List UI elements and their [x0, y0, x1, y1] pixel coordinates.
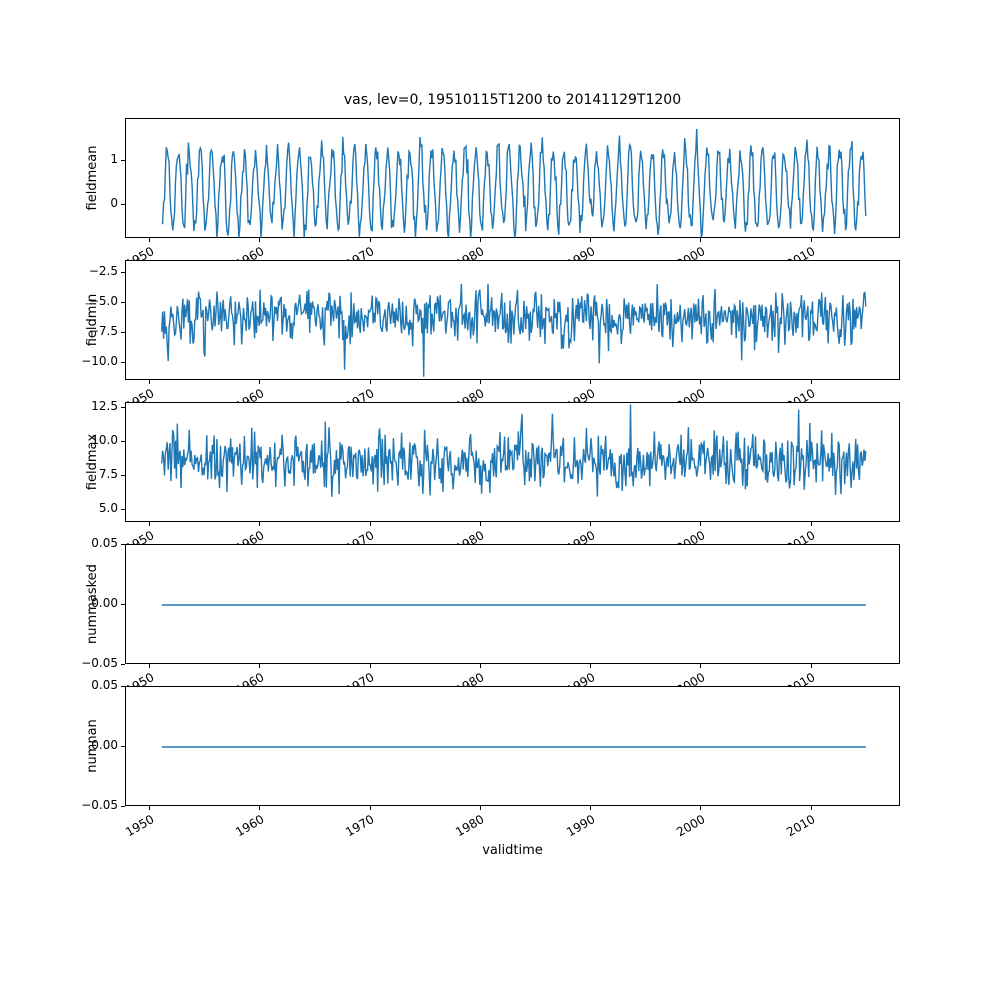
- x-tick-mark: [590, 522, 592, 526]
- x-tick-mark: [479, 664, 481, 668]
- subplot-nummasked: [125, 544, 900, 664]
- x-tick-mark: [259, 806, 261, 810]
- x-tick-mark: [479, 522, 481, 526]
- y-tick-label: −5.0: [88, 294, 118, 308]
- figure-title: vas, lev=0, 19510115T1200 to 20141129T12…: [343, 92, 682, 108]
- y-tick-label: 5.0: [98, 500, 118, 515]
- y-tick-mark: [121, 204, 125, 206]
- plot-area-fieldmax: [161, 404, 867, 497]
- series-line-fieldmin: [161, 283, 867, 377]
- x-tick-mark: [149, 664, 151, 668]
- y-tick-label: 0: [110, 196, 118, 211]
- series-line-fieldmax: [161, 404, 867, 497]
- x-tick-mark: [369, 380, 371, 384]
- y-tick-mark: [121, 441, 125, 443]
- y-tick-label: 7.5: [98, 466, 118, 481]
- x-tick-label: 1960: [233, 812, 267, 840]
- y-tick-mark: [121, 159, 125, 161]
- x-tick-label: 1990: [563, 812, 598, 840]
- subplot-fieldmean: [125, 118, 900, 238]
- x-tick-mark: [590, 664, 592, 668]
- subplot-fieldmax: [125, 402, 900, 522]
- x-tick-mark: [479, 238, 481, 242]
- y-tick-mark: [121, 508, 125, 510]
- y-tick-mark: [121, 407, 125, 409]
- ylabel-fieldmean: fieldmean: [85, 145, 100, 211]
- y-tick-label: 10.0: [91, 433, 118, 448]
- x-tick-mark: [810, 380, 812, 384]
- y-tick-mark: [121, 604, 125, 605]
- y-tick-mark: [121, 302, 125, 303]
- x-tick-mark: [369, 238, 371, 242]
- x-tick-mark: [590, 806, 592, 810]
- y-tick-label: 12.5: [91, 399, 118, 414]
- x-tick-mark: [259, 522, 261, 526]
- x-tick-label: 2000: [674, 812, 708, 840]
- x-tick-mark: [479, 806, 481, 810]
- x-tick-mark: [149, 380, 151, 384]
- x-tick-mark: [369, 806, 371, 810]
- plot-area-fieldmean: [161, 128, 867, 238]
- x-tick-mark: [810, 522, 812, 526]
- y-tick-mark: [121, 272, 125, 273]
- y-tick-mark: [121, 686, 125, 687]
- y-tick-mark: [121, 746, 125, 747]
- x-tick-mark: [259, 664, 261, 668]
- plot-area-nummasked: [161, 604, 866, 606]
- y-tick-label: 0.05: [91, 678, 118, 692]
- x-tick-label: 1980: [453, 812, 487, 840]
- plot-area-fieldmin: [161, 283, 867, 377]
- x-tick-mark: [700, 238, 702, 242]
- x-tick-mark: [700, 806, 702, 810]
- subplot-fieldmin: [125, 260, 900, 380]
- x-axis-label: validtime: [482, 843, 543, 858]
- x-tick-mark: [479, 380, 481, 384]
- x-tick-mark: [700, 664, 702, 668]
- y-tick-label: −0.05: [81, 656, 118, 670]
- x-tick-mark: [810, 806, 812, 810]
- subplot-numnan: [125, 686, 900, 806]
- y-tick-label: 0.00: [91, 596, 118, 610]
- x-tick-mark: [369, 664, 371, 668]
- x-tick-mark: [369, 522, 371, 526]
- y-tick-mark: [121, 664, 125, 665]
- x-tick-mark: [700, 380, 702, 384]
- y-tick-label: 0.05: [91, 536, 118, 550]
- y-tick-mark: [121, 362, 125, 363]
- y-tick-mark: [121, 332, 125, 333]
- x-tick-mark: [259, 380, 261, 384]
- x-tick-mark: [149, 238, 151, 242]
- y-tick-label: −10.0: [81, 354, 118, 368]
- x-tick-mark: [149, 806, 151, 810]
- x-tick-mark: [810, 238, 812, 242]
- y-tick-mark: [121, 474, 125, 476]
- x-tick-label: 1950: [122, 812, 157, 840]
- x-tick-mark: [700, 522, 702, 526]
- x-tick-label: 2010: [784, 812, 818, 840]
- series-line-fieldmean: [161, 128, 867, 238]
- y-tick-label: 1: [110, 151, 118, 166]
- y-tick-label: −0.05: [81, 798, 118, 812]
- y-tick-mark: [121, 806, 125, 807]
- x-tick-mark: [810, 664, 812, 668]
- y-tick-label: −2.5: [88, 264, 118, 278]
- y-tick-mark: [121, 544, 125, 545]
- x-tick-mark: [149, 522, 151, 526]
- x-tick-mark: [590, 238, 592, 242]
- plot-area-numnan: [161, 746, 866, 748]
- y-tick-label: 0.00: [91, 738, 118, 752]
- x-tick-label: 1970: [343, 812, 377, 840]
- x-tick-mark: [259, 238, 261, 242]
- y-tick-label: −7.5: [88, 324, 118, 338]
- x-tick-mark: [590, 380, 592, 384]
